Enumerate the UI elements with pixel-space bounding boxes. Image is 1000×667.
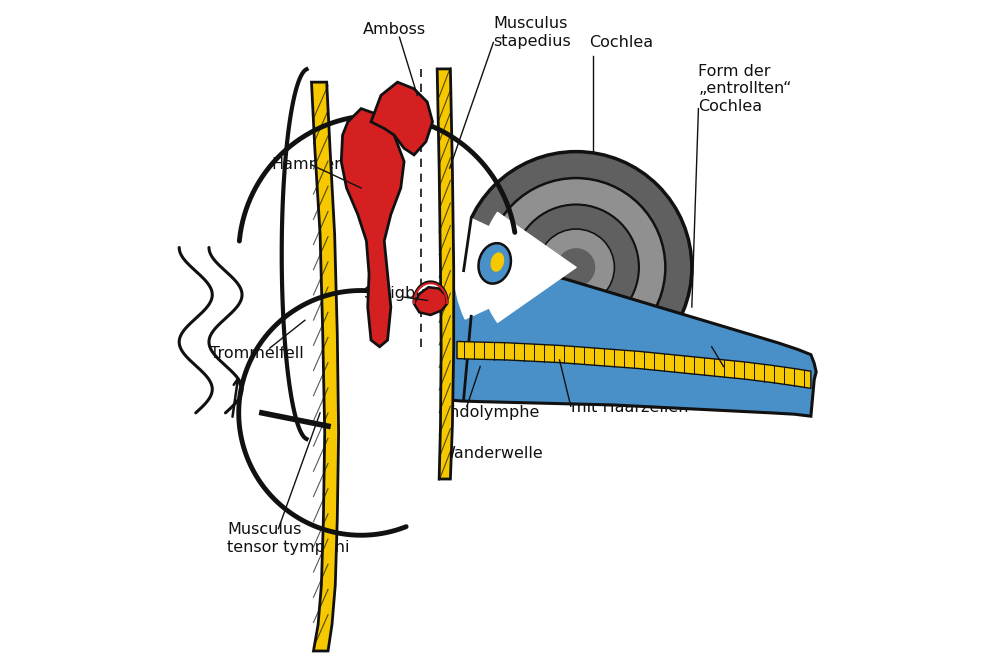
Polygon shape [457,342,811,388]
Circle shape [558,249,595,286]
Text: Hammer: Hammer [272,157,342,172]
Polygon shape [414,287,447,315]
Text: Wanderwelle: Wanderwelle [439,446,543,462]
Text: Basilarmembran
und Corti-Organ
mit Haarzellen: Basilarmembran und Corti-Organ mit Haarz… [571,365,704,415]
Polygon shape [437,69,454,479]
Circle shape [460,151,692,383]
Text: Amboss: Amboss [363,22,426,37]
Text: Cochlea: Cochlea [589,35,653,50]
Ellipse shape [478,243,511,283]
Circle shape [513,205,639,330]
Polygon shape [341,109,404,347]
Text: Perilymphe: Perilymphe [725,359,815,374]
Text: Steigbügel: Steigbügel [364,286,451,301]
Text: Musculus
tensor tympani: Musculus tensor tympani [227,522,350,555]
Circle shape [487,178,665,357]
Circle shape [538,229,614,305]
Polygon shape [371,82,433,155]
Wedge shape [480,212,576,322]
Text: Endolymphe: Endolymphe [439,406,540,420]
Wedge shape [454,215,576,319]
Text: Trommelfell: Trommelfell [210,346,304,361]
Text: Musculus
stapedius: Musculus stapedius [493,17,571,49]
Polygon shape [311,82,339,651]
Ellipse shape [490,252,504,271]
Polygon shape [447,267,816,416]
Text: Form der
„entrollten“
Cochlea: Form der „entrollten“ Cochlea [698,64,792,113]
